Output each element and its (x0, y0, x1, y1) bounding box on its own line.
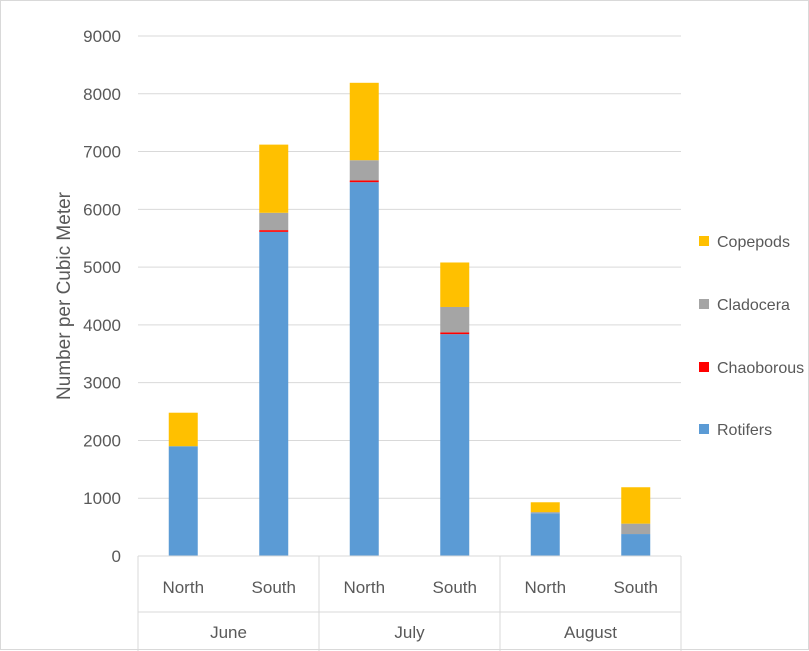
bar-segment-cladocera (259, 212, 289, 231)
bar-segment-chaoborous (349, 180, 379, 183)
bar-segment-rotifers (440, 334, 470, 556)
gridlines (138, 35, 681, 499)
y-tick-label: 7000 (83, 143, 121, 162)
bar-segment-copepods (440, 262, 470, 307)
y-tick-label: 1000 (83, 489, 121, 508)
legend: Copepods Cladocera Chaoborous Rotifers (699, 234, 804, 439)
x-tick-label: North (162, 578, 204, 597)
bar-segment-copepods (349, 82, 379, 161)
y-tick-label: 0 (112, 547, 121, 566)
x-tick-label: North (343, 578, 385, 597)
y-tick-label: 8000 (83, 85, 121, 104)
bar-segment-rotifers (530, 513, 560, 556)
y-axis-title: Number per Cubic Meter (54, 191, 75, 400)
bar-segment-rotifers (621, 534, 651, 556)
bar-segment-cladocera (440, 306, 470, 333)
y-tick-label: 9000 (83, 27, 121, 46)
bar-segment-copepods (621, 487, 651, 524)
y-tick-label: 2000 (83, 431, 121, 450)
bar-segment-cladocera (621, 523, 651, 535)
group-label: June (210, 623, 247, 642)
bar-segment-chaoborous (259, 230, 289, 232)
y-tick-label: 6000 (83, 200, 121, 219)
x-tick-label: South (433, 578, 477, 597)
legend-swatch-rotifers (699, 424, 709, 434)
legend-label-copepods: Copepods (717, 234, 790, 251)
bar-segment-copepods (259, 144, 289, 213)
bar-segment-copepods (530, 502, 560, 513)
x-tick-label: South (614, 578, 658, 597)
legend-label-rotifers: Rotifers (717, 422, 772, 439)
y-tick-label: 3000 (83, 374, 121, 393)
y-tick-label: 5000 (83, 258, 121, 277)
x-tick-label: North (524, 578, 566, 597)
bar-segment-cladocera (530, 512, 560, 514)
x-tick-label: South (252, 578, 296, 597)
bar-segment-cladocera (349, 160, 379, 181)
y-tick-label: 4000 (83, 316, 121, 335)
bar-segment-copepods (168, 412, 198, 447)
legend-label-chaoborous: Chaoborous (717, 360, 804, 377)
bar-segment-rotifers (168, 446, 198, 556)
bar-segment-chaoborous (440, 332, 470, 335)
legend-label-cladocera: Cladocera (717, 297, 790, 314)
bar-segment-rotifers (349, 182, 379, 556)
legend-swatch-chaoborous (699, 362, 709, 372)
legend-swatch-copepods (699, 236, 709, 246)
axes: 0 1000 2000 3000 4000 5000 6000 7000 8000 9000 Nor… (83, 27, 682, 651)
group-label: July (394, 623, 425, 642)
bar-segment-rotifers (259, 231, 289, 556)
group-label: August (564, 623, 617, 642)
bars (168, 82, 651, 556)
legend-swatch-cladocera (699, 299, 709, 309)
